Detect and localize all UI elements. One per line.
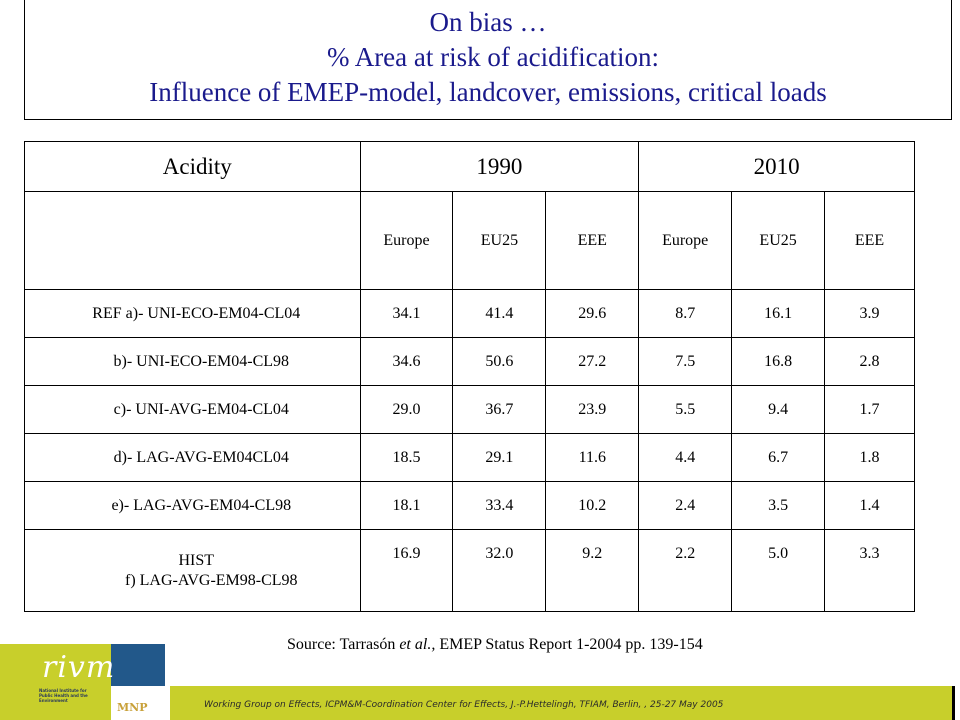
region-header: EEE — [545, 191, 640, 290]
table-cell: 5.5 — [638, 385, 733, 434]
table-cell: 41.4 — [452, 289, 547, 338]
row-label: b)- UNI-ECO-EM04-CL98 — [113, 352, 290, 370]
table-cell: 1.4 — [824, 481, 915, 530]
row-label: c)- UNI-AVG-EM04-CL04 — [113, 400, 289, 418]
table-cell: 4.4 — [638, 433, 733, 482]
table-cell: 32.0 — [452, 529, 547, 612]
region-header: Europe — [638, 191, 733, 290]
row-label-cell: b)- UNI-ECO-EM04-CL98 — [24, 337, 361, 386]
row-label: REF a)- UNI-ECO-EM04-CL04 — [24, 289, 361, 338]
row-label-cell: d)- LAG-AVG-EM04CL04 — [24, 433, 361, 482]
footer-edge-line — [952, 686, 955, 720]
table-cell: 9.4 — [731, 385, 826, 434]
rivm-logo-wordmark: rivm — [42, 650, 116, 685]
row-label-cell: c)- UNI-AVG-EM04-CL04 — [24, 385, 361, 434]
mnp-logo: MNP — [117, 701, 148, 714]
table-header-row: Acidity 1990 2010 — [24, 141, 915, 192]
slide-title-line1: On bias … — [429, 7, 547, 37]
table-cell: 6.7 — [731, 433, 826, 482]
source-suffix: EMEP Status Report 1-2004 pp. 139-154 — [435, 636, 703, 653]
table-cell: 5.0 — [731, 529, 826, 612]
table-cell: 16.1 — [731, 289, 826, 338]
row-label: e)- LAG-AVG-EM04-CL98 — [111, 496, 292, 514]
table-cell: 1.8 — [824, 433, 915, 482]
table-row: REF a)- UNI-ECO-EM04-CL04 34.1 41.4 29.6… — [24, 289, 915, 338]
empty-header-cell — [24, 191, 361, 290]
title-box: On bias … % Area at risk of acidificatio… — [24, 0, 952, 120]
table-cell: 16.8 — [731, 337, 826, 386]
region-header: EU25 — [731, 191, 826, 290]
table-cell: 8.7 — [638, 289, 733, 338]
rivm-logo-blue-block — [111, 644, 165, 686]
region-header-row: Europe EU25 EEE Europe EU25 EEE — [24, 191, 915, 290]
footer-text: Working Group on Effects, ICPM&M-Coordin… — [204, 700, 724, 710]
source-prefix: Source: Tarrasón — [287, 636, 400, 653]
source-citation: Source: Tarrasón et al., EMEP Status Rep… — [287, 636, 703, 654]
table-cell: 7.5 — [638, 337, 733, 386]
table-cell: 18.5 — [359, 433, 454, 482]
table-cell: 36.7 — [452, 385, 547, 434]
table-cell: 3.9 — [824, 289, 915, 338]
acidity-table: Acidity 1990 2010 Europe EU25 EEE Europe… — [24, 141, 915, 612]
table-cell: 1.7 — [824, 385, 915, 434]
table-cell: 33.4 — [452, 481, 547, 530]
table-cell: 2.8 — [824, 337, 915, 386]
table-cell: 29.0 — [359, 385, 454, 434]
slide-title-line2: % Area at risk of acidification: — [326, 42, 660, 72]
table-cell: 16.9 — [359, 529, 454, 612]
table-row: b)- UNI-ECO-EM04-CL98 34.6 50.6 27.2 7.5… — [24, 337, 915, 386]
table-cell: 27.2 — [545, 337, 640, 386]
table-row: e)- LAG-AVG-EM04-CL98 18.1 33.4 10.2 2.4… — [24, 481, 915, 530]
table-cell: 11.6 — [545, 433, 640, 482]
table-cell: 50.6 — [452, 337, 547, 386]
year-header-1990: 1990 — [359, 141, 640, 192]
table-cell: 23.9 — [545, 385, 640, 434]
rivm-logo-subtitle: National Institute for Public Health and… — [39, 688, 88, 703]
table-cell: 2.4 — [638, 481, 733, 530]
table-cell: 18.1 — [359, 481, 454, 530]
region-header: EU25 — [452, 191, 547, 290]
table-cell: 9.2 — [545, 529, 640, 612]
table-cell: 34.6 — [359, 337, 454, 386]
table-cell: 34.1 — [359, 289, 454, 338]
table-row: d)- LAG-AVG-EM04CL04 18.5 29.1 11.6 4.4 … — [24, 433, 915, 482]
row-label: d)- LAG-AVG-EM04CL04 — [113, 448, 289, 466]
table-cell: 3.5 — [731, 481, 826, 530]
table-row: c)- UNI-AVG-EM04-CL04 29.0 36.7 23.9 5.5… — [24, 385, 915, 434]
hist-sub-label: f) LAG-AVG-EM98-CL98 — [124, 571, 298, 589]
source-italic: et al., — [399, 636, 436, 653]
year-header-2010: 2010 — [638, 141, 915, 192]
footer-bar — [170, 686, 955, 720]
corner-header: Acidity — [24, 141, 361, 192]
row-label-cell: e)- LAG-AVG-EM04-CL98 — [24, 481, 361, 530]
slide-title-line3: Influence of EMEP-model, landcover, emis… — [149, 77, 827, 107]
table-cell: 29.1 — [452, 433, 547, 482]
rivm-logo-block — [0, 644, 111, 720]
hist-label: HIST — [178, 551, 215, 569]
table-cell: 3.3 — [824, 529, 915, 612]
row-label-cell: HIST f) LAG-AVG-EM98-CL98 — [24, 529, 361, 612]
region-header: Europe — [359, 191, 454, 290]
table-cell: 2.2 — [638, 529, 733, 612]
table-cell: 29.6 — [545, 289, 640, 338]
table-cell: 10.2 — [545, 481, 640, 530]
table-row-hist: HIST f) LAG-AVG-EM98-CL98 16.9 32.0 9.2 … — [24, 529, 915, 612]
region-header: EEE — [824, 191, 915, 290]
